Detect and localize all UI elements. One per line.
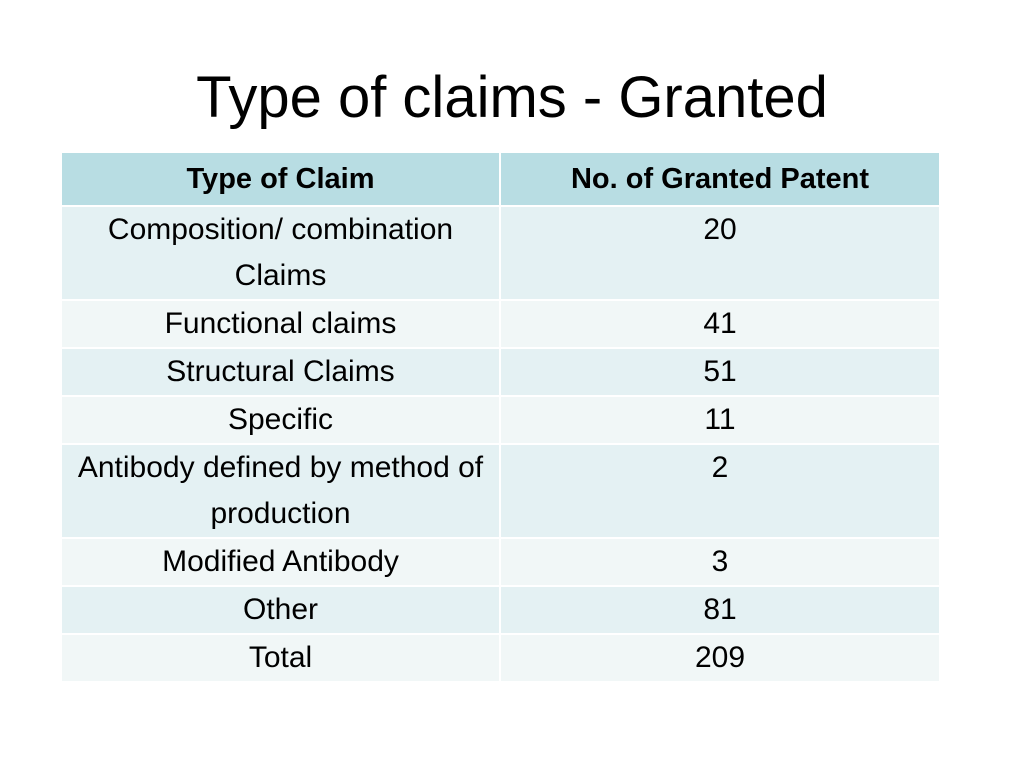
patent-count-cell: 41 (499, 299, 941, 349)
patent-count-cell: 3 (499, 537, 941, 587)
table-row: Specific 11 (60, 395, 941, 445)
total-count-cell: 209 (499, 633, 941, 683)
patent-count-cell: 51 (499, 347, 941, 397)
claim-type-cell: Structural Claims (60, 347, 501, 397)
table-row-total: Total 209 (60, 633, 941, 683)
header-type-of-claim: Type of Claim (60, 151, 501, 207)
patent-count-cell: 81 (499, 585, 941, 635)
table-row: Structural Claims 51 (60, 347, 941, 397)
table-row: Composition/ combination Claims 20 (60, 205, 941, 301)
patent-count-cell: 20 (499, 205, 941, 301)
table-header-row: Type of Claim No. of Granted Patent (60, 151, 941, 207)
claim-type-cell: Other (60, 585, 501, 635)
patent-count-cell: 11 (499, 395, 941, 445)
claim-type-cell: Functional claims (60, 299, 501, 349)
claim-type-cell: Composition/ combination Claims (60, 205, 501, 301)
header-granted-patent-count: No. of Granted Patent (499, 151, 941, 207)
total-label-cell: Total (60, 633, 501, 683)
table-row: Functional claims 41 (60, 299, 941, 349)
patent-count-cell: 2 (499, 443, 941, 539)
table-row: Antibody defined by method of production… (60, 443, 941, 539)
slide-title: Type of claims - Granted (196, 65, 828, 130)
claims-table: Type of Claim No. of Granted Patent Comp… (60, 151, 941, 683)
claim-type-cell: Specific (60, 395, 501, 445)
table-row: Modified Antibody 3 (60, 537, 941, 587)
claim-type-cell: Antibody defined by method of production (60, 443, 501, 539)
claim-type-cell: Modified Antibody (60, 537, 501, 587)
table-row: Other 81 (60, 585, 941, 635)
